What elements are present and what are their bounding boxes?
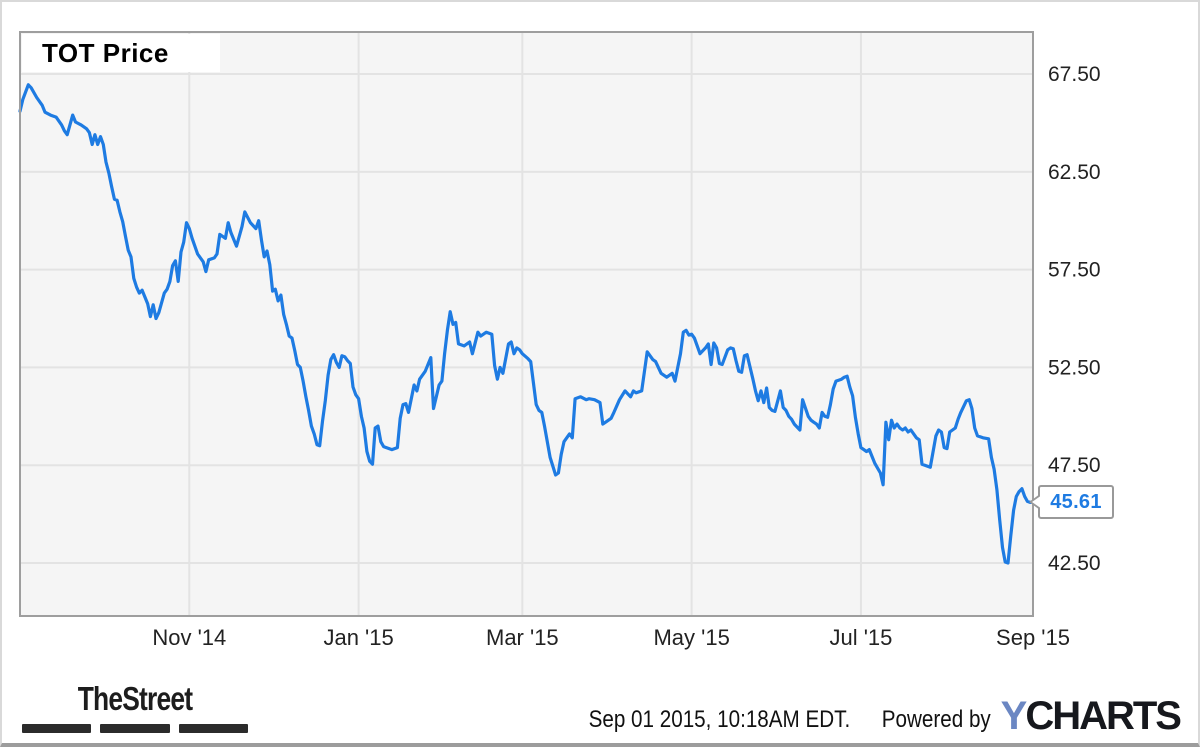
ycharts-logo-y: Y (1000, 694, 1028, 738)
plot-border (19, 31, 1034, 617)
x-axis-label: Nov '14 (152, 625, 226, 650)
chart-credit: Sep 01 2015, 10:18AM EDT. Powered by YCH… (546, 696, 1182, 736)
chart-title: TOT Price (42, 37, 169, 68)
price-callout: 45.61 (1029, 485, 1114, 520)
y-axis-label: 42.50 (1048, 552, 1101, 575)
x-axis-label: Sep '15 (996, 625, 1070, 650)
logo-bar (178, 724, 248, 733)
y-axis-label: 47.50 (1048, 454, 1101, 477)
thestreet-logo: TheStreet (22, 682, 248, 733)
y-axis-label: 67.50 (1048, 63, 1101, 86)
last-price-label: 45.61 (1050, 490, 1102, 513)
logo-bar (22, 724, 92, 733)
y-axis-label: 57.50 (1048, 259, 1101, 282)
logo-bar (100, 724, 170, 733)
x-axis-label: May '15 (653, 625, 729, 650)
chart-footer: TheStreet Sep 01 2015, 10:18AM EDT. Powe… (2, 662, 1198, 743)
plot-area (20, 32, 1033, 616)
price-chart: 67.50 62.50 57.50 52.50 47.50 42.50 Nov '14 Jan… (2, 2, 1198, 662)
price-line (18, 83, 1035, 565)
powered-by-label: Powered by (881, 705, 991, 733)
y-axis-label: 62.50 (1048, 161, 1101, 184)
x-axis-label: Mar '15 (486, 625, 559, 650)
ycharts-logo-rest: CHARTS (1025, 694, 1182, 738)
chart-timestamp: Sep 01 2015, 10:18AM EDT. (588, 705, 850, 733)
x-axis-label: Jan '15 (323, 625, 393, 650)
chart-title-chip: TOT Price (22, 34, 220, 72)
thestreet-logo-bars (22, 724, 248, 733)
thestreet-logo-text: TheStreet (77, 680, 193, 717)
chart-canvas: 67.50 62.50 57.50 52.50 47.50 42.50 Nov '14 Jan… (18, 31, 1101, 650)
x-axis-label: Jul '15 (829, 625, 892, 650)
ycharts-logo: YCHARTS (1001, 696, 1182, 736)
y-axis-label: 52.50 (1048, 356, 1101, 379)
